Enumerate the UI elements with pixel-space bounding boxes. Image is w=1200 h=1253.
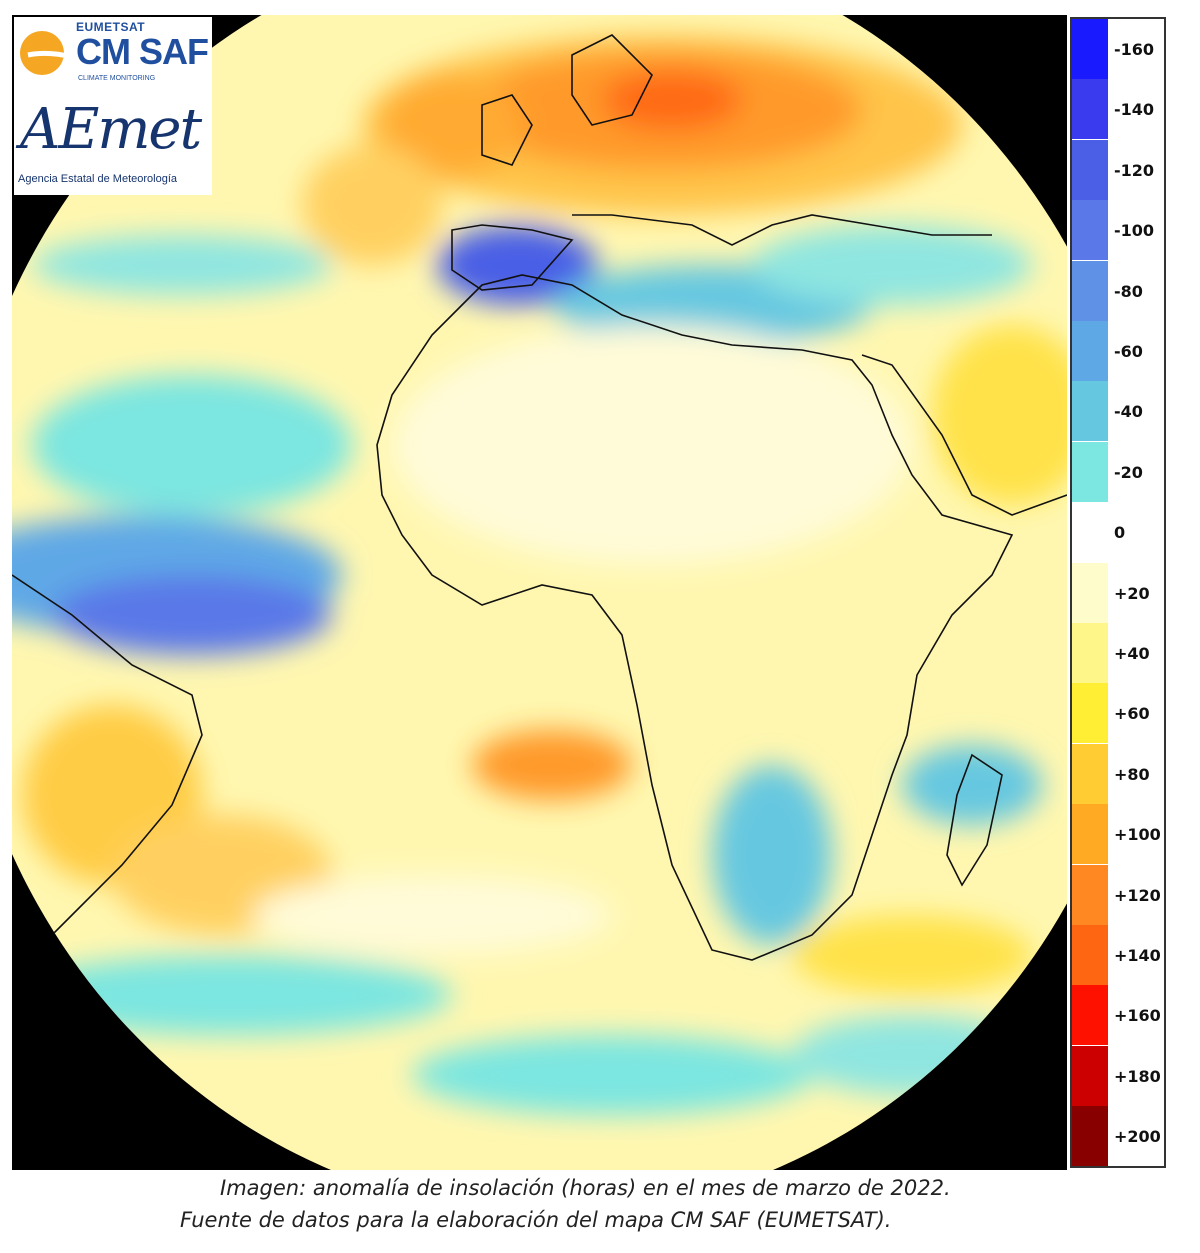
- legend-swatch: [1072, 1045, 1108, 1106]
- caption-line-1: Imagen: anomalía de insolación (horas) e…: [220, 1176, 951, 1200]
- legend-swatch: [1072, 79, 1108, 140]
- legend-swatch: [1072, 260, 1108, 321]
- africa-coast: [376, 274, 1014, 961]
- legend-swatch: [1072, 743, 1108, 804]
- legend-item: -100: [1072, 200, 1164, 261]
- legend-label: +20: [1114, 583, 1150, 603]
- legend-item: +120: [1072, 864, 1164, 925]
- legend-item: -20: [1072, 441, 1164, 502]
- legend-label: +120: [1114, 885, 1161, 905]
- legend-swatch: [1072, 864, 1108, 925]
- legend-item: 0: [1072, 502, 1164, 563]
- legend-swatch: [1072, 683, 1108, 744]
- eumetsat-logo-text: EUMETSAT: [76, 20, 146, 34]
- aemet-logo-text: AEmet: [20, 97, 202, 162]
- anomaly-field: [12, 35, 1067, 1115]
- scandinavia-coast: [571, 34, 653, 126]
- color-legend: -160 -140 -120 -100 -80 -60 -40 -20 0 +20 +40 +60 +8…: [1070, 17, 1166, 1168]
- legend-swatch: [1072, 321, 1108, 381]
- legend-item: -140: [1072, 79, 1164, 140]
- legend-item: +20: [1072, 562, 1164, 623]
- legend-item: +180: [1072, 1045, 1164, 1106]
- cmsaf-sun-icon: [20, 31, 73, 75]
- legend-label: +140: [1114, 946, 1161, 965]
- caption-line-2: Fuente de datos para la elaboración del …: [180, 1208, 892, 1232]
- south-america-coast: [12, 574, 203, 966]
- legend-label: -40: [1114, 402, 1143, 422]
- legend-item: +100: [1072, 804, 1164, 865]
- legend-item: +40: [1072, 623, 1164, 683]
- legend-item: -120: [1072, 139, 1164, 200]
- legend-swatch: [1072, 1106, 1108, 1167]
- arabia-coast: [861, 354, 1067, 516]
- legend-item: +60: [1072, 683, 1164, 744]
- legend-label: -80: [1114, 281, 1143, 301]
- legend-item: +80: [1072, 743, 1164, 804]
- legend-label: +180: [1114, 1066, 1161, 1086]
- legend-swatch: [1072, 623, 1108, 683]
- legend-label: +200: [1114, 1127, 1161, 1147]
- british-isles-coast: [481, 94, 533, 166]
- cmsaf-logo-text: CM SAF: [76, 31, 209, 72]
- legend-label: -160: [1114, 40, 1155, 59]
- legend-swatch: [1072, 381, 1108, 442]
- legend-swatch: [1072, 804, 1108, 865]
- iberia-coast: [451, 224, 574, 291]
- legend-item: +200: [1072, 1106, 1164, 1167]
- legend-label: 0: [1114, 523, 1126, 543]
- legend-label: -60: [1114, 342, 1143, 361]
- legend-label: +80: [1114, 764, 1150, 784]
- legend-swatch: [1072, 19, 1108, 79]
- climate-monitoring-text: CLIMATE MONITORING: [78, 75, 156, 82]
- legend-label: -140: [1114, 100, 1155, 120]
- satellite-disk-map: [12, 15, 1067, 1170]
- legend-item: +140: [1072, 925, 1164, 985]
- aemet-agency-text: Agencia Estatal de Meteorología: [18, 173, 177, 185]
- legend-label: -100: [1114, 221, 1155, 241]
- logo-panel: EUMETSAT CM SAF CLIMATE MONITORING AEmet…: [14, 17, 212, 195]
- legend-swatch: [1072, 139, 1108, 200]
- legend-item: -40: [1072, 381, 1164, 442]
- legend-label: +100: [1114, 825, 1161, 845]
- legend-swatch: [1072, 502, 1108, 563]
- europe-south-coast: [572, 214, 992, 246]
- legend-label: +160: [1114, 1006, 1161, 1026]
- legend-swatch: [1072, 562, 1108, 623]
- legend-label: -20: [1114, 462, 1143, 482]
- legend-swatch: [1072, 925, 1108, 985]
- legend-item: -160: [1072, 19, 1164, 79]
- legend-item: -80: [1072, 260, 1164, 321]
- legend-label: +40: [1114, 644, 1150, 663]
- legend-item: +160: [1072, 985, 1164, 1046]
- coastlines: [12, 34, 1067, 966]
- legend-swatch: [1072, 985, 1108, 1046]
- legend-swatch: [1072, 200, 1108, 261]
- legend-label: +60: [1114, 704, 1150, 724]
- legend-label: -120: [1114, 160, 1155, 180]
- legend-item: -60: [1072, 321, 1164, 381]
- legend-swatch: [1072, 441, 1108, 502]
- madagascar-coast: [946, 753, 1003, 887]
